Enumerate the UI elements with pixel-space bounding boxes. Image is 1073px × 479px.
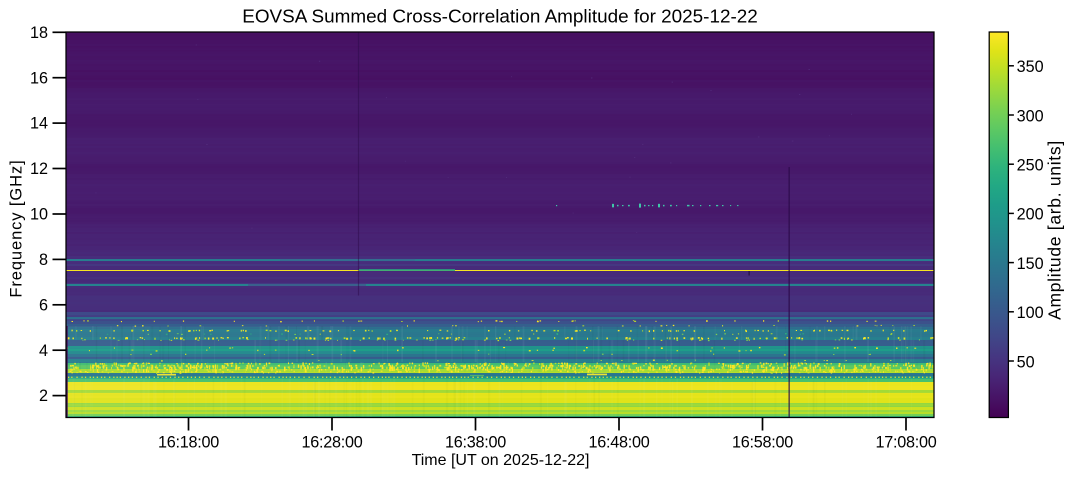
svg-text:2: 2 — [39, 387, 48, 405]
svg-text:16:58:00: 16:58:00 — [732, 434, 793, 452]
svg-text:18: 18 — [30, 24, 48, 42]
svg-text:4: 4 — [39, 342, 48, 360]
svg-text:100: 100 — [1017, 304, 1044, 322]
svg-text:16:18:00: 16:18:00 — [158, 434, 219, 452]
svg-text:16: 16 — [30, 69, 48, 87]
svg-text:300: 300 — [1017, 107, 1044, 125]
svg-text:150: 150 — [1017, 255, 1044, 273]
svg-text:EOVSA Summed Cross-Correlation: EOVSA Summed Cross-Correlation Amplitude… — [242, 7, 758, 28]
svg-text:10: 10 — [30, 206, 48, 224]
svg-text:6: 6 — [39, 296, 48, 314]
svg-text:8: 8 — [39, 251, 48, 269]
svg-text:12: 12 — [30, 160, 48, 178]
svg-text:Time [UT on 2025-12-22]: Time [UT on 2025-12-22] — [412, 452, 590, 469]
svg-text:200: 200 — [1017, 206, 1044, 224]
svg-text:50: 50 — [1017, 353, 1035, 371]
svg-text:250: 250 — [1017, 157, 1044, 175]
svg-text:Amplitude [arb. units]: Amplitude [arb. units] — [1045, 140, 1065, 320]
svg-text:17:08:00: 17:08:00 — [875, 434, 936, 452]
svg-text:350: 350 — [1017, 58, 1044, 76]
svg-text:16:28:00: 16:28:00 — [301, 434, 362, 452]
svg-text:Frequency [GHz]: Frequency [GHz] — [8, 159, 26, 297]
svg-text:16:38:00: 16:38:00 — [445, 434, 506, 452]
svg-text:14: 14 — [30, 115, 48, 133]
svg-text:16:48:00: 16:48:00 — [588, 434, 649, 452]
